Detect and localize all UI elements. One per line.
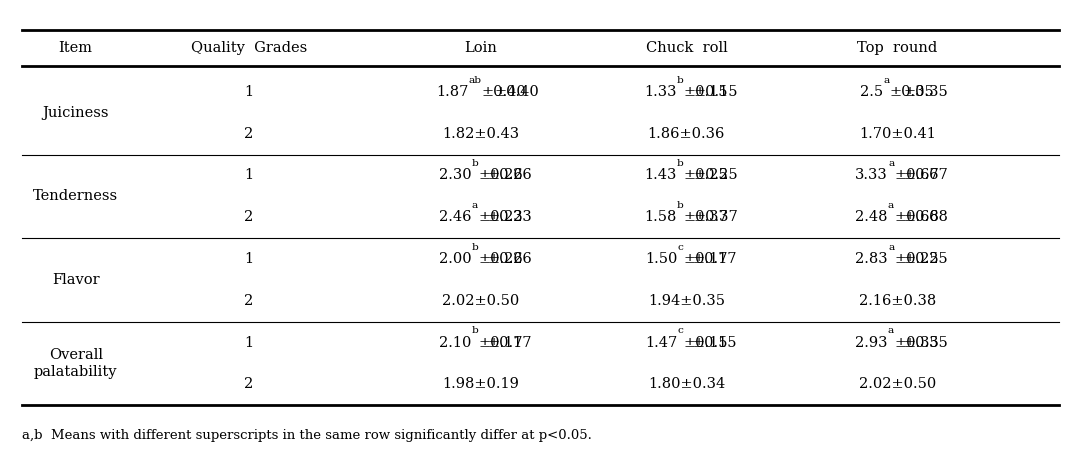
Text: ±0.37: ±0.37 (683, 210, 729, 224)
Text: a: a (471, 201, 478, 210)
Text: b: b (471, 243, 479, 252)
Text: Item: Item (58, 41, 93, 55)
Text: 1: 1 (244, 169, 253, 182)
Text: 1.70±0.41: 1.70±0.41 (858, 127, 936, 141)
Text: 1.47: 1.47 (645, 336, 678, 349)
Text: Quality  Grades: Quality Grades (190, 41, 307, 55)
Text: b: b (471, 326, 479, 335)
Text: b: b (677, 76, 684, 85)
Text: 1.82±0.43: 1.82±0.43 (442, 127, 520, 141)
Text: ±0.15: ±0.15 (683, 336, 728, 349)
Text: ±0.25: ±0.25 (683, 169, 729, 182)
Text: 2: 2 (244, 377, 253, 392)
Text: 2.30: 2.30 (439, 169, 471, 182)
Text: 1.33: 1.33 (644, 85, 677, 99)
Text: 2.46: 2.46 (439, 210, 471, 224)
Text: ±0.68: ±0.68 (894, 210, 939, 224)
Text: ±0.15: ±0.15 (684, 85, 729, 99)
Text: ±0.15: ±0.15 (693, 85, 737, 99)
Text: b: b (677, 201, 683, 210)
Text: ±0.23: ±0.23 (478, 210, 523, 224)
Text: a: a (883, 76, 890, 85)
Text: ±0.26: ±0.26 (488, 169, 533, 182)
Text: 2.48: 2.48 (855, 210, 888, 224)
Text: 1.86±0.36: 1.86±0.36 (648, 127, 725, 141)
Text: a: a (889, 243, 894, 252)
Text: ±0.40: ±0.40 (494, 85, 538, 99)
Text: 1: 1 (244, 252, 253, 266)
Text: ±0.68: ±0.68 (904, 210, 948, 224)
Text: ±0.25: ±0.25 (904, 252, 948, 266)
Text: ±0.35: ±0.35 (904, 85, 948, 99)
Text: 1.87: 1.87 (436, 85, 468, 99)
Text: ±0.25: ±0.25 (894, 252, 939, 266)
Text: a: a (888, 201, 894, 210)
Text: a: a (889, 159, 894, 168)
Text: ±0.23: ±0.23 (488, 210, 532, 224)
Text: c: c (678, 326, 683, 335)
Text: 2.16±0.38: 2.16±0.38 (858, 294, 936, 308)
Text: a: a (888, 326, 894, 335)
Text: Flavor: Flavor (52, 273, 99, 287)
Text: 1.94±0.35: 1.94±0.35 (648, 294, 725, 308)
Text: ±0.35: ±0.35 (904, 336, 948, 349)
Text: 1.58: 1.58 (644, 210, 677, 224)
Text: 3.33: 3.33 (855, 169, 889, 182)
Text: c: c (678, 243, 683, 252)
Text: ±0.40: ±0.40 (481, 85, 526, 99)
Text: ±0.37: ±0.37 (693, 210, 738, 224)
Text: ±0.17: ±0.17 (692, 252, 737, 266)
Text: 2.00: 2.00 (439, 252, 471, 266)
Text: ±0.26: ±0.26 (479, 252, 523, 266)
Text: 2.02±0.50: 2.02±0.50 (858, 377, 936, 392)
Text: ±0.35: ±0.35 (894, 336, 939, 349)
Text: ±0.26: ±0.26 (488, 252, 533, 266)
Text: a,b  Means with different superscripts in the same row significantly differ at p: a,b Means with different superscripts in… (22, 429, 591, 442)
Text: ±0.25: ±0.25 (693, 169, 738, 182)
Text: 2.83: 2.83 (855, 252, 889, 266)
Text: 1.43: 1.43 (644, 169, 677, 182)
Text: ab: ab (468, 76, 481, 85)
Text: 1: 1 (244, 336, 253, 349)
Text: b: b (677, 159, 683, 168)
Text: ±0.17: ±0.17 (488, 336, 532, 349)
Text: 2.10: 2.10 (439, 336, 471, 349)
Text: Top  round: Top round (857, 41, 937, 55)
Text: b: b (471, 159, 479, 168)
Text: 2: 2 (244, 210, 253, 224)
Text: Overall
palatability: Overall palatability (34, 349, 118, 379)
Text: 1: 1 (244, 85, 253, 99)
Text: ±0.67: ±0.67 (894, 169, 939, 182)
Text: 1.98±0.19: 1.98±0.19 (442, 377, 520, 392)
Text: ±0.26: ±0.26 (479, 169, 523, 182)
Text: ±0.15: ±0.15 (692, 336, 737, 349)
Text: Loin: Loin (465, 41, 497, 55)
Text: Chuck  roll: Chuck roll (645, 41, 728, 55)
Text: 2: 2 (244, 294, 253, 308)
Text: ±0.67: ±0.67 (904, 169, 948, 182)
Text: ±0.17: ±0.17 (479, 336, 523, 349)
Text: 2.02±0.50: 2.02±0.50 (442, 294, 520, 308)
Text: ±0.17: ±0.17 (683, 252, 728, 266)
Text: 2.5: 2.5 (860, 85, 883, 99)
Text: 2: 2 (244, 127, 253, 141)
Text: 2.93: 2.93 (855, 336, 888, 349)
Text: Juiciness: Juiciness (42, 106, 109, 120)
Text: 1.50: 1.50 (645, 252, 678, 266)
Text: ±0.35: ±0.35 (890, 85, 934, 99)
Text: 1.80±0.34: 1.80±0.34 (648, 377, 725, 392)
Text: Tenderness: Tenderness (34, 189, 118, 203)
